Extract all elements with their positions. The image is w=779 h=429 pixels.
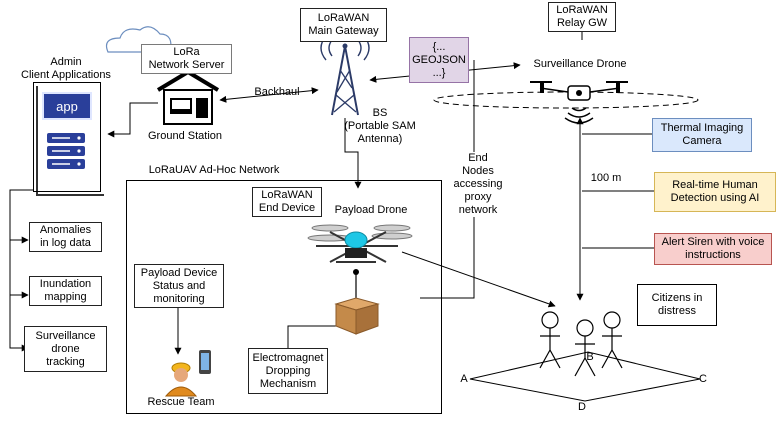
client-app-frame [33,82,101,192]
point-b-label: B [586,351,594,363]
relay-gw-box: LoRaWAN Relay GW [548,2,616,32]
point-c-label: C [699,373,707,385]
backhaul-label: Backhaul [254,86,300,98]
stick-figure-icon [539,311,561,369]
alert-siren-box: Alert Siren with voice instructions [654,233,772,265]
main-gateway-box: LoRaWAN Main Gateway [300,8,387,42]
admin-client-label: Admin Client Applications [21,56,111,81]
payload-drone-label: Payload Drone [334,204,408,216]
anomalies-box: Anomalies in log data [29,222,102,252]
lora-network-server-box: LoRa Network Server [141,44,232,74]
ground-station-label: Ground Station [148,130,222,142]
payload-box-icon [334,297,380,335]
end-nodes-label: End Nodes accessing proxy network [448,152,508,217]
thermal-camera-box: Thermal Imaging Camera [652,118,752,152]
point-a-label: A [460,373,468,385]
bs-antenna-label: BS (Portable SAM Antenna) [344,107,416,145]
client-app-shadow [36,86,104,196]
inundation-box: Inundation mapping [29,276,102,306]
end-device-box: LoRaWAN End Device [252,187,322,217]
surveillance-tracking-box: Surveillance drone tracking [24,326,107,372]
payload-status-box: Payload Device Status and monitoring [134,264,224,308]
point-d-label: D [578,401,586,413]
ground-station-icon [156,69,220,125]
antenna-tower-icon [320,35,370,116]
adhoc-network-label: LoRaUAV Ad-Hoc Network [148,164,280,176]
stick-figure-icon [601,311,623,369]
phone-icon [199,350,211,374]
geojson-box: {... GEOJSON ...} [409,37,469,83]
human-detection-box: Real-time Human Detection using AI [654,172,776,212]
server-stack-icon [47,133,85,169]
electromagnet-box: Electromagnet Dropping Mechanism [248,348,328,394]
surveillance-drone-label: Surveillance Drone [533,58,627,70]
adhoc-network-frame [126,180,442,414]
rescue-worker-icon [164,362,198,397]
surveillance-drone-icon [530,81,628,124]
citizens-box: Citizens in distress [637,284,717,326]
rescue-team-label: Rescue Team [147,396,215,408]
payload-drone-icon [307,224,413,275]
stick-figure-icon [574,319,596,377]
app-tile[interactable]: app [42,92,92,120]
distance-label: 100 m [590,172,622,184]
